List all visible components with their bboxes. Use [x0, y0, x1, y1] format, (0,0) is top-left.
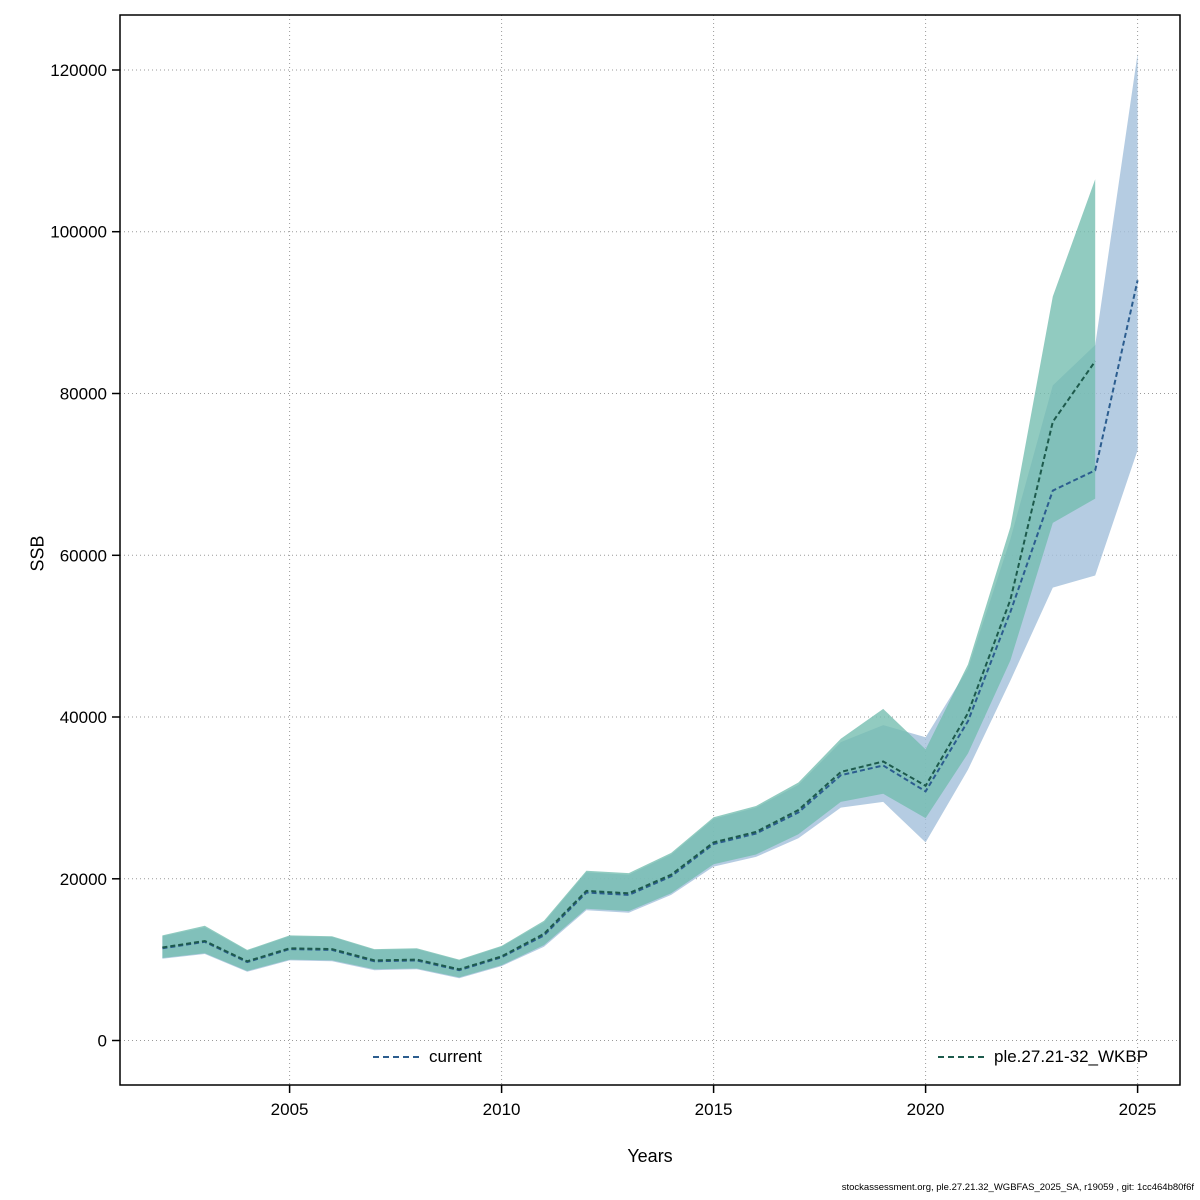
- y-axis-title: SSB: [27, 535, 48, 572]
- footer-note: stockassessment.org, ple.27.21.32_WGBFAS…: [841, 1182, 1194, 1193]
- x-tick-label: 2010: [483, 1100, 521, 1119]
- legend-line-current: [373, 1056, 419, 1058]
- y-tick-label: 80000: [60, 385, 107, 404]
- y-tick-label: 0: [98, 1032, 107, 1051]
- x-tick-label: 2005: [271, 1100, 309, 1119]
- x-tick-label: 2025: [1119, 1100, 1157, 1119]
- x-tick-label: 2015: [695, 1100, 733, 1119]
- legend-label-current: current: [429, 1047, 482, 1066]
- confidence-band-1: [162, 179, 1096, 978]
- axes: 2005 2010 2015 2020 2025 0 20000 40000 60000 8000…: [50, 61, 1156, 1119]
- legend-item-current: current: [373, 1045, 482, 1069]
- confidence-bands: [162, 53, 1138, 979]
- series-lines: [162, 280, 1139, 972]
- confidence-band-0: [162, 53, 1138, 979]
- y-tick-label: 40000: [60, 708, 107, 727]
- y-tick-label: 120000: [50, 61, 107, 80]
- series-line-1: [162, 360, 1097, 971]
- y-tick-label: 100000: [50, 223, 107, 242]
- legend-line-comparison: [938, 1056, 984, 1058]
- y-tick-label: 60000: [60, 546, 107, 565]
- x-axis-title: Years: [627, 1146, 673, 1166]
- legend-label-comparison: ple.27.21-32_WKBP: [994, 1047, 1149, 1066]
- gridlines: [120, 15, 1180, 1085]
- y-tick-label: 20000: [60, 870, 107, 889]
- plot-border: [119, 14, 1181, 1086]
- x-tick-label: 2020: [907, 1100, 945, 1119]
- legend-item-comparison: ple.27.21-32_WKBP: [938, 1045, 1148, 1069]
